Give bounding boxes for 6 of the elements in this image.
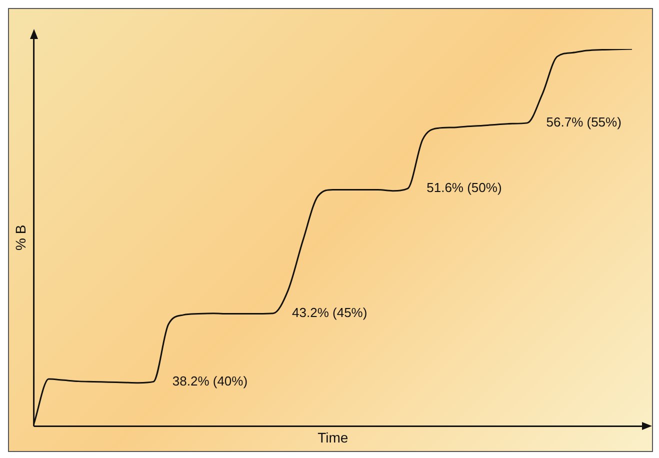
x-axis-title: Time: [318, 429, 348, 446]
y-axis-title: % B: [12, 224, 28, 250]
annotation: 51.6% (50%): [426, 180, 502, 196]
annotation: 38.2% (40%): [172, 373, 248, 388]
annotation: 43.2% (45%): [292, 304, 368, 320]
annotation: 56.7% (55%): [546, 114, 622, 130]
